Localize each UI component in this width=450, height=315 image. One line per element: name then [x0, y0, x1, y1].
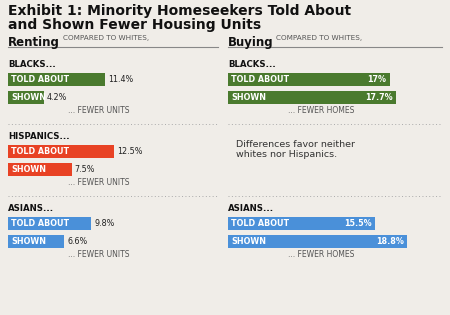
Bar — [228, 217, 375, 230]
Bar — [8, 235, 64, 248]
Text: ASIANS...: ASIANS... — [228, 204, 274, 213]
Text: TOLD ABOUT: TOLD ABOUT — [11, 219, 69, 228]
Text: HISPANICS...: HISPANICS... — [8, 132, 70, 141]
Text: 11.4%: 11.4% — [108, 75, 133, 84]
Bar — [228, 91, 396, 104]
Text: COMPARED TO WHITES,: COMPARED TO WHITES, — [63, 35, 149, 41]
Text: 9.8%: 9.8% — [94, 219, 115, 228]
Text: TOLD ABOUT: TOLD ABOUT — [11, 147, 69, 156]
Bar — [228, 235, 407, 248]
Text: ... FEWER UNITS: ... FEWER UNITS — [68, 250, 130, 259]
Text: BLACKS...: BLACKS... — [228, 60, 276, 69]
Text: 18.8%: 18.8% — [376, 237, 404, 246]
Bar — [8, 73, 105, 86]
Text: SHOWN: SHOWN — [11, 93, 46, 102]
Text: ... FEWER HOMES: ... FEWER HOMES — [288, 250, 355, 259]
Text: ASIANS...: ASIANS... — [8, 204, 54, 213]
Text: Renting: Renting — [8, 36, 60, 49]
Text: 17.7%: 17.7% — [365, 93, 393, 102]
Text: ... FEWER UNITS: ... FEWER UNITS — [68, 178, 130, 187]
Text: ... FEWER UNITS: ... FEWER UNITS — [68, 106, 130, 115]
Text: Differences favor neither
whites nor Hispanics.: Differences favor neither whites nor His… — [236, 140, 355, 159]
Text: TOLD ABOUT: TOLD ABOUT — [11, 75, 69, 84]
Text: 17%: 17% — [368, 75, 387, 84]
Text: SHOWN: SHOWN — [11, 165, 46, 174]
Text: SHOWN: SHOWN — [231, 237, 266, 246]
Text: COMPARED TO WHITES,: COMPARED TO WHITES, — [276, 35, 362, 41]
Text: Buying: Buying — [228, 36, 274, 49]
Text: BLACKS...: BLACKS... — [8, 60, 56, 69]
Text: and Shown Fewer Housing Units: and Shown Fewer Housing Units — [8, 18, 261, 32]
Text: TOLD ABOUT: TOLD ABOUT — [231, 75, 289, 84]
Text: TOLD ABOUT: TOLD ABOUT — [231, 219, 289, 228]
Text: SHOWN: SHOWN — [231, 93, 266, 102]
Bar — [8, 217, 91, 230]
Text: Exhibit 1: Minority Homeseekers Told About: Exhibit 1: Minority Homeseekers Told Abo… — [8, 4, 351, 18]
Text: ... FEWER HOMES: ... FEWER HOMES — [288, 106, 355, 115]
Bar — [8, 145, 114, 158]
Text: 7.5%: 7.5% — [75, 165, 95, 174]
Bar — [8, 163, 72, 176]
Bar — [228, 73, 390, 86]
Text: 6.6%: 6.6% — [67, 237, 87, 246]
Text: 15.5%: 15.5% — [345, 219, 372, 228]
Text: SHOWN: SHOWN — [11, 237, 46, 246]
Bar — [8, 91, 44, 104]
Text: 4.2%: 4.2% — [47, 93, 67, 102]
Text: 12.5%: 12.5% — [117, 147, 143, 156]
